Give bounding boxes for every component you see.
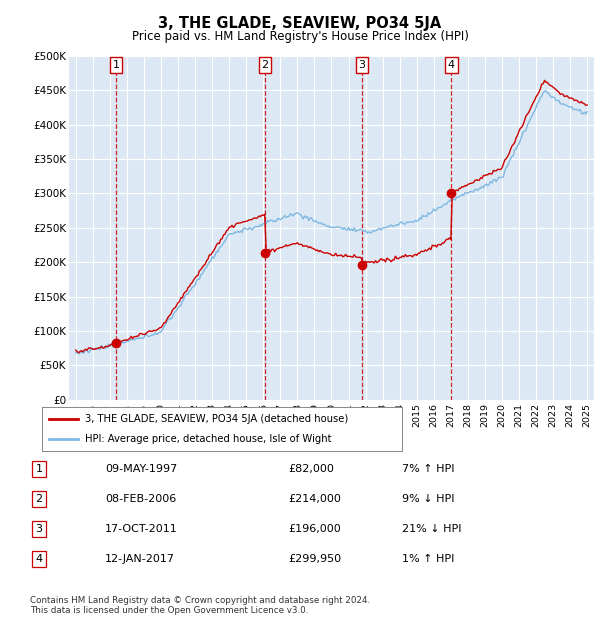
Text: 4: 4 — [448, 60, 455, 69]
Text: Contains HM Land Registry data © Crown copyright and database right 2024.
This d: Contains HM Land Registry data © Crown c… — [30, 596, 370, 615]
Text: HPI: Average price, detached house, Isle of Wight: HPI: Average price, detached house, Isle… — [85, 434, 332, 445]
Text: 2: 2 — [262, 60, 269, 69]
Text: 09-MAY-1997: 09-MAY-1997 — [105, 464, 177, 474]
Text: £299,950: £299,950 — [288, 554, 341, 564]
Text: 12-JAN-2017: 12-JAN-2017 — [105, 554, 175, 564]
Text: 7% ↑ HPI: 7% ↑ HPI — [402, 464, 455, 474]
Text: £214,000: £214,000 — [288, 494, 341, 504]
Text: 3: 3 — [35, 524, 43, 534]
Text: 3, THE GLADE, SEAVIEW, PO34 5JA (detached house): 3, THE GLADE, SEAVIEW, PO34 5JA (detache… — [85, 414, 349, 424]
Text: 9% ↓ HPI: 9% ↓ HPI — [402, 494, 455, 504]
Text: £196,000: £196,000 — [288, 524, 341, 534]
Text: 1: 1 — [113, 60, 119, 69]
Text: 3, THE GLADE, SEAVIEW, PO34 5JA: 3, THE GLADE, SEAVIEW, PO34 5JA — [158, 16, 442, 31]
Text: 08-FEB-2006: 08-FEB-2006 — [105, 494, 176, 504]
Text: 17-OCT-2011: 17-OCT-2011 — [105, 524, 178, 534]
Text: 3: 3 — [359, 60, 365, 69]
Text: 1% ↑ HPI: 1% ↑ HPI — [402, 554, 454, 564]
Text: 2: 2 — [35, 494, 43, 504]
Text: Price paid vs. HM Land Registry's House Price Index (HPI): Price paid vs. HM Land Registry's House … — [131, 30, 469, 43]
Text: 21% ↓ HPI: 21% ↓ HPI — [402, 524, 461, 534]
Text: £82,000: £82,000 — [288, 464, 334, 474]
Text: 4: 4 — [35, 554, 43, 564]
Text: 1: 1 — [35, 464, 43, 474]
